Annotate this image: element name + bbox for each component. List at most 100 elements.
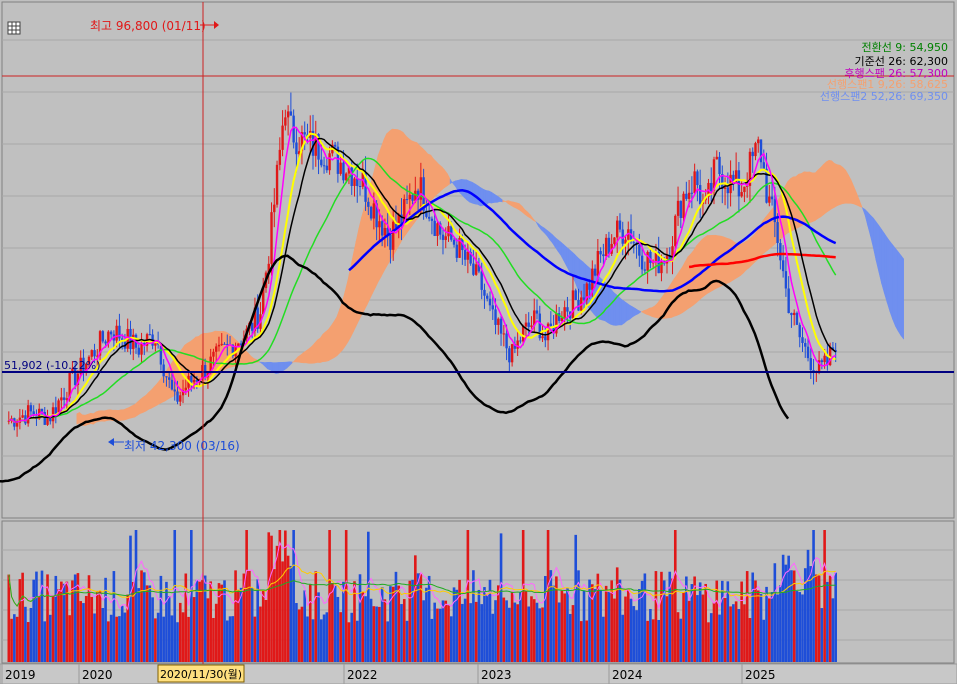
cloud-segment bbox=[140, 396, 144, 414]
candle-body bbox=[826, 355, 829, 366]
volume-bar bbox=[709, 613, 713, 662]
volume-bar bbox=[331, 582, 334, 662]
candle-body bbox=[49, 416, 52, 422]
volume-bar bbox=[685, 576, 688, 662]
candle-body bbox=[273, 204, 276, 213]
cloud-segment bbox=[682, 261, 686, 314]
candle-body bbox=[748, 151, 752, 186]
volume-bar bbox=[364, 596, 367, 662]
candle-body bbox=[7, 420, 10, 422]
cloud-segment bbox=[676, 269, 680, 316]
cloud-segment bbox=[383, 133, 387, 272]
candle-body bbox=[311, 130, 315, 156]
volume-bar bbox=[43, 621, 47, 662]
cloud-segment bbox=[84, 413, 89, 426]
volume-bar bbox=[505, 600, 508, 662]
volume-bar bbox=[781, 554, 785, 662]
candle-body bbox=[344, 173, 348, 181]
volume-bar bbox=[18, 579, 22, 662]
price-pane[interactable] bbox=[1, 1, 955, 519]
candle-body bbox=[250, 322, 254, 331]
volume-bar bbox=[333, 585, 337, 662]
volume-bar bbox=[535, 602, 539, 662]
cloud-segment bbox=[845, 169, 849, 204]
volume-bar bbox=[239, 587, 243, 662]
candle-body bbox=[762, 162, 765, 169]
candle-body bbox=[239, 343, 243, 346]
volume-bar bbox=[342, 581, 345, 662]
volume-bar bbox=[223, 580, 226, 662]
volume-bar bbox=[60, 581, 63, 662]
candle-body bbox=[284, 117, 287, 126]
candle-body bbox=[828, 347, 832, 366]
volume-bar bbox=[762, 619, 766, 662]
candle-body bbox=[602, 254, 605, 257]
candle-body bbox=[516, 340, 519, 349]
candle-body bbox=[350, 167, 353, 186]
volume-bar bbox=[496, 585, 500, 662]
candle-body bbox=[184, 387, 187, 391]
candle-body bbox=[715, 156, 718, 160]
volume-bar bbox=[469, 603, 472, 662]
candle-body bbox=[582, 297, 586, 301]
volume-ma-line bbox=[8, 574, 836, 608]
grid-icon[interactable] bbox=[7, 21, 21, 35]
volume-bar bbox=[607, 590, 611, 662]
cloud-segment bbox=[516, 202, 520, 211]
candle-body bbox=[430, 218, 434, 221]
candle-body bbox=[754, 143, 757, 157]
volume-bar bbox=[646, 620, 649, 662]
candle-body bbox=[24, 415, 27, 424]
volume-bar bbox=[350, 612, 354, 662]
candle-body bbox=[270, 212, 273, 264]
volume-bar bbox=[57, 589, 60, 662]
candle-body bbox=[613, 237, 616, 244]
volume-bar bbox=[806, 549, 810, 662]
x-axis-labels: 2019 2020 2022 2023 2024 2025 bbox=[1, 664, 776, 684]
volume-bar bbox=[13, 614, 16, 662]
volume-bar bbox=[378, 606, 381, 662]
candle-body bbox=[809, 358, 812, 371]
volume-bar bbox=[336, 596, 340, 662]
cloud-segment bbox=[577, 256, 581, 294]
candle-body bbox=[502, 333, 506, 335]
volume-bar bbox=[759, 594, 763, 662]
legend-base: 기준선 26: 62,300 bbox=[854, 55, 948, 68]
candle-body bbox=[781, 260, 785, 272]
indicator-lines bbox=[0, 126, 837, 483]
candle-body bbox=[535, 310, 539, 314]
volume-bar bbox=[635, 610, 638, 662]
volume-bar bbox=[123, 612, 127, 662]
volume-bar bbox=[148, 585, 152, 662]
cloud-segment bbox=[834, 163, 838, 208]
candle-body bbox=[154, 341, 157, 346]
candle-body bbox=[668, 255, 671, 260]
candle-body bbox=[712, 159, 716, 191]
volume-bar bbox=[40, 570, 44, 662]
volume-bar bbox=[566, 588, 569, 662]
volume-bar bbox=[375, 606, 378, 662]
volume-bar bbox=[668, 571, 672, 662]
candle-body bbox=[380, 221, 384, 236]
volume-bar bbox=[272, 569, 276, 662]
cloud-segment bbox=[798, 173, 802, 228]
candle-body bbox=[519, 340, 522, 342]
candle-body bbox=[632, 242, 635, 244]
candle-body bbox=[82, 357, 85, 373]
candle-body bbox=[521, 326, 525, 342]
volume-bar bbox=[654, 571, 658, 662]
volume-bar bbox=[817, 575, 821, 662]
candle-body bbox=[660, 260, 663, 274]
volume-bar bbox=[112, 571, 116, 662]
candle-body bbox=[508, 348, 511, 363]
cloud-segment bbox=[679, 265, 683, 315]
candle-body bbox=[85, 363, 88, 373]
candle-body bbox=[40, 408, 44, 412]
cloud-segment bbox=[134, 401, 138, 418]
volume-bar bbox=[696, 595, 699, 662]
volume-bar bbox=[225, 620, 229, 662]
candle-body bbox=[549, 323, 553, 327]
candle-body bbox=[215, 346, 218, 352]
